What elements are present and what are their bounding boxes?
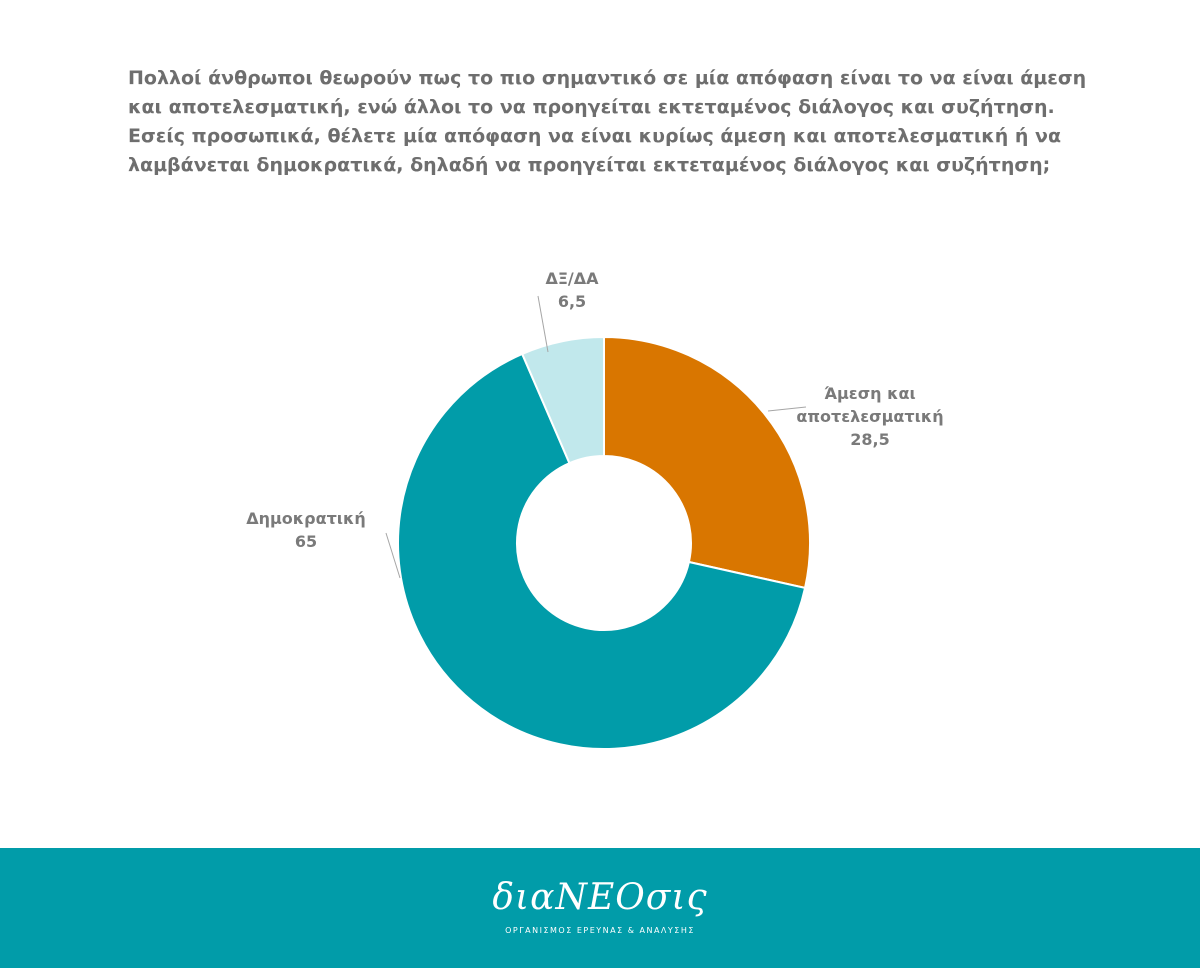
logo-wordmark: διαΝΕΟσις	[492, 877, 708, 918]
slice-value-label: 65	[295, 532, 317, 551]
donut-slice	[397, 352, 807, 750]
slice-category-label: αποτελεσματική	[796, 407, 943, 426]
question-line: Εσείς προσωπικά, θέλετε μία απόφαση να ε…	[128, 125, 1062, 147]
leader-line	[537, 295, 549, 353]
labels-layer: Άμεση και αποτελεσματική 28,5 Δημοκρατική 65…	[246, 269, 943, 551]
footer-bar: διαΝΕΟσις ΟΡΓΑΝΙΣΜΟΣ ΕΡΕΥΝΑΣ & ΑΝΑΛΥΣΗΣ	[0, 848, 1200, 968]
leader-line	[767, 406, 807, 412]
slices-layer	[397, 335, 811, 750]
donut-slice	[520, 335, 605, 465]
leader-line	[385, 532, 401, 579]
question-line: Πολλοί άνθρωποι θεωρούν πως το πιο σημαν…	[128, 67, 1087, 89]
donut-slice	[603, 335, 811, 590]
logo-tagline: ΟΡΓΑΝΙΣΜΟΣ ΕΡΕΥΝΑΣ & ΑΝΑΛΥΣΗΣ	[505, 926, 695, 935]
question-text: Πολλοί άνθρωποι θεωρούν πως το πιο σημαν…	[128, 64, 1088, 180]
question-line: και αποτελεσματική, ενώ άλλοι το να προη…	[128, 96, 1055, 118]
logo: διαΝΕΟσις ΟΡΓΑΝΙΣΜΟΣ ΕΡΕΥΝΑΣ & ΑΝΑΛΥΣΗΣ	[0, 877, 1200, 936]
slice-value-label: 6,5	[558, 292, 586, 311]
question-line: λαμβάνεται δημοκρατικά, δηλαδή να προηγε…	[128, 154, 1051, 176]
slice-category-label: Δημοκρατική	[246, 509, 366, 528]
slice-category-label: Άμεση και	[824, 384, 915, 403]
slice-category-label: ΔΞ/ΔΑ	[545, 269, 599, 288]
slice-value-label: 28,5	[850, 430, 889, 449]
donut-chart: Άμεση και αποτελεσματική 28,5 Δημοκρατική 65…	[246, 269, 944, 750]
leader-lines-layer	[385, 295, 807, 579]
